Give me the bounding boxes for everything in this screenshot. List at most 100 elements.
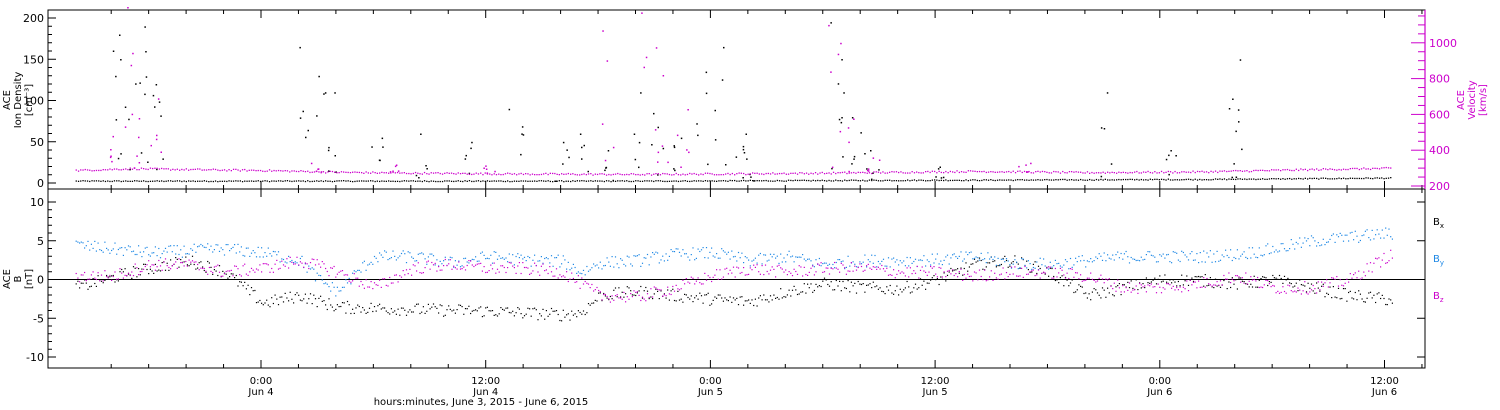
density-point bbox=[725, 180, 727, 182]
bz-point bbox=[325, 267, 327, 270]
density-point bbox=[561, 180, 563, 182]
bz-point bbox=[591, 283, 593, 286]
by-point bbox=[1233, 256, 1235, 259]
bz-point bbox=[520, 272, 522, 275]
bx-point bbox=[1312, 290, 1314, 292]
density-point bbox=[214, 180, 217, 182]
by-point bbox=[114, 242, 116, 244]
density-point bbox=[1084, 179, 1086, 181]
velocity-point bbox=[893, 171, 895, 173]
bx-point bbox=[611, 298, 613, 300]
bz-point bbox=[1017, 275, 1019, 277]
bx-point bbox=[620, 296, 622, 298]
density-point bbox=[356, 180, 358, 182]
bx-point bbox=[1223, 279, 1225, 282]
velocity-point bbox=[945, 170, 947, 173]
density-point bbox=[1325, 177, 1327, 179]
by-point bbox=[783, 257, 785, 259]
velocity-point bbox=[511, 173, 513, 175]
bz-point bbox=[1388, 260, 1390, 262]
bz-point bbox=[952, 269, 954, 271]
density-point bbox=[329, 180, 331, 182]
bz-point bbox=[764, 264, 767, 266]
bx-point bbox=[936, 278, 938, 280]
bx-point bbox=[235, 274, 237, 277]
bx-point bbox=[308, 298, 310, 300]
by-point bbox=[1280, 243, 1282, 245]
bz-point bbox=[1172, 285, 1174, 287]
bz-point bbox=[213, 266, 215, 268]
velocity-point bbox=[1187, 171, 1190, 173]
velocity-point bbox=[749, 173, 751, 175]
bz-point bbox=[682, 279, 684, 281]
velocity-point bbox=[772, 172, 774, 174]
bz-point bbox=[672, 285, 674, 288]
bx-point bbox=[790, 295, 792, 297]
bx-point bbox=[744, 300, 746, 302]
by-point bbox=[1088, 261, 1090, 263]
bz-point bbox=[1248, 280, 1250, 282]
density-point bbox=[1174, 179, 1176, 181]
bx-point bbox=[191, 255, 194, 257]
velocity-point bbox=[664, 173, 666, 175]
bz-point bbox=[566, 271, 568, 273]
velocity-point bbox=[529, 174, 531, 176]
bz-point bbox=[392, 282, 394, 284]
velocity-point bbox=[75, 169, 77, 171]
bz-point bbox=[1176, 286, 1178, 289]
by-point bbox=[363, 260, 365, 262]
bz-point bbox=[448, 263, 450, 265]
density-point bbox=[693, 180, 695, 182]
bz-point bbox=[928, 271, 930, 273]
bx-point bbox=[75, 283, 77, 285]
density-velocity-data bbox=[75, 7, 1392, 183]
bx-point bbox=[690, 295, 692, 297]
bx-point bbox=[384, 307, 386, 309]
velocity-point bbox=[817, 173, 819, 175]
bx-point bbox=[279, 296, 281, 298]
bz-point bbox=[860, 265, 863, 268]
by-point bbox=[1351, 231, 1353, 233]
density-point bbox=[264, 180, 266, 182]
bz-point bbox=[1186, 280, 1188, 282]
density-point bbox=[698, 180, 700, 182]
by-point bbox=[700, 249, 703, 251]
by-point bbox=[1187, 259, 1190, 261]
bz-point bbox=[360, 280, 362, 283]
bz-point bbox=[1083, 280, 1085, 282]
density-point bbox=[419, 180, 421, 182]
density-point bbox=[585, 180, 587, 182]
density-point bbox=[1372, 178, 1374, 180]
by-point bbox=[1189, 253, 1191, 255]
by-point bbox=[294, 261, 296, 263]
bx-point bbox=[1147, 282, 1149, 284]
bx-point bbox=[593, 302, 595, 304]
bz-point bbox=[249, 271, 251, 273]
bz-point bbox=[967, 273, 969, 275]
bx-point bbox=[893, 293, 895, 295]
by-point bbox=[426, 263, 428, 265]
bx-point bbox=[768, 301, 770, 303]
bz-point bbox=[1135, 285, 1137, 287]
bz-point bbox=[1225, 278, 1227, 280]
density-spike-point bbox=[866, 168, 868, 170]
density-point bbox=[974, 179, 976, 181]
bx-point bbox=[645, 286, 647, 289]
bx-point bbox=[79, 287, 81, 289]
velocity-point bbox=[1039, 171, 1041, 173]
bz-point bbox=[438, 266, 440, 268]
bx-point bbox=[658, 298, 660, 300]
bz-point bbox=[657, 288, 659, 290]
velocity-point bbox=[192, 168, 194, 171]
bx-point bbox=[1267, 284, 1269, 287]
bz-point bbox=[754, 266, 756, 268]
bz-point bbox=[1154, 286, 1156, 288]
bz-point bbox=[400, 276, 403, 278]
by-point bbox=[1344, 234, 1346, 236]
by-point bbox=[1275, 249, 1277, 251]
by-point bbox=[795, 256, 797, 258]
density-point bbox=[345, 180, 347, 182]
density-point bbox=[617, 180, 619, 182]
bz-point bbox=[918, 277, 920, 279]
velocity-point bbox=[556, 173, 558, 175]
